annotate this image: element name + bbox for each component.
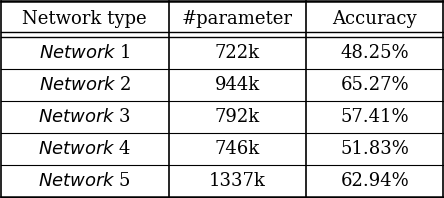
Text: $\it{Network}$ 1: $\it{Network}$ 1: [39, 44, 131, 62]
Text: 51.83%: 51.83%: [340, 140, 409, 158]
Text: 62.94%: 62.94%: [340, 172, 409, 190]
Text: 746k: 746k: [215, 140, 260, 158]
Text: 722k: 722k: [215, 44, 260, 62]
Text: 944k: 944k: [215, 76, 260, 94]
Text: $\it{Network}$ 5: $\it{Network}$ 5: [38, 172, 131, 190]
Text: Accuracy: Accuracy: [333, 10, 417, 28]
Text: 1337k: 1337k: [209, 172, 266, 190]
Text: $\it{Network}$ 4: $\it{Network}$ 4: [38, 140, 131, 158]
Text: $\it{Network}$ 3: $\it{Network}$ 3: [38, 108, 131, 126]
Text: $\it{Network}$ 2: $\it{Network}$ 2: [39, 76, 131, 94]
Text: 792k: 792k: [215, 108, 260, 126]
Text: 65.27%: 65.27%: [341, 76, 409, 94]
Text: 57.41%: 57.41%: [341, 108, 409, 126]
Text: #parameter: #parameter: [182, 10, 293, 28]
Text: 48.25%: 48.25%: [341, 44, 409, 62]
Text: Network type: Network type: [23, 10, 147, 28]
